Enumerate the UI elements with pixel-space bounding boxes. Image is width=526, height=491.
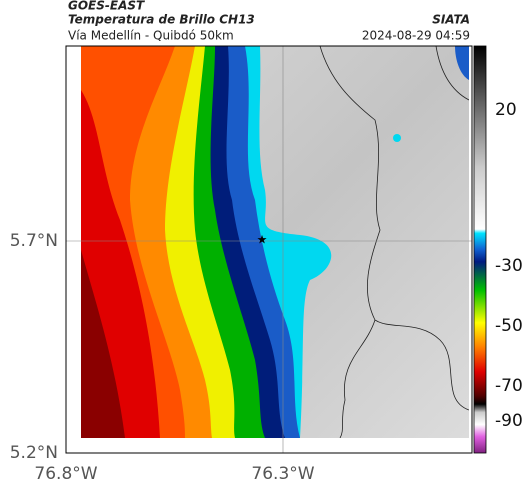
lat-label: 5.2°N [10, 443, 58, 463]
datetime: 2024-08-29 04:59 [362, 29, 470, 43]
lon-label: 76.8°W [34, 464, 97, 484]
imagery [81, 46, 469, 438]
colorbar-label: -50 [495, 316, 523, 336]
colorbar-label: 20 [495, 100, 517, 120]
map-frame [65, 45, 473, 454]
satellite: GOES-EAST [68, 0, 145, 13]
title: Temperatura de Brillo CH13 [68, 13, 255, 27]
source: SIATA [432, 13, 470, 27]
subtitle: Vía Medellín - Quibdó 50km [68, 29, 234, 43]
lat-label: 5.7°N [10, 231, 58, 251]
location-marker: ★ [257, 233, 268, 247]
colorbar [473, 45, 487, 454]
colorbar-label: -90 [495, 411, 523, 431]
lon-label: 76.3°W [251, 464, 314, 484]
colorbar-label: -70 [495, 376, 523, 396]
colorbar-label: -30 [495, 256, 523, 276]
